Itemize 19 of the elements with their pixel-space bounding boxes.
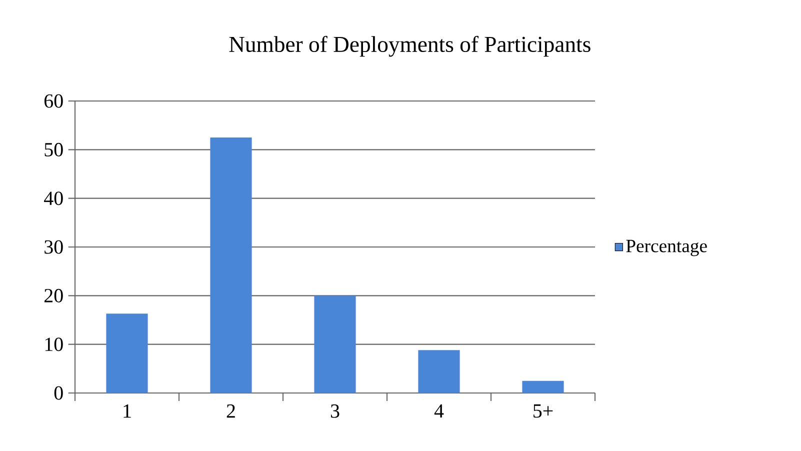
x-tick-label: 3 [330, 404, 340, 418]
bar [314, 296, 356, 393]
legend-label: Percentage [626, 240, 707, 256]
y-tick-label: 40 [44, 192, 63, 206]
y-tick-label: 60 [44, 94, 63, 108]
y-tick-label: 20 [44, 288, 63, 302]
y-tick-label: 0 [54, 386, 63, 400]
bar [210, 138, 252, 393]
bar [106, 314, 148, 393]
x-tick-label: 5+ [534, 404, 553, 418]
chart-title: Number of Deployments of Participants [229, 36, 590, 57]
x-tick-label: 1 [124, 404, 131, 418]
y-tick-label: 30 [44, 240, 63, 254]
x-tick-label: 4 [434, 404, 444, 418]
y-tick-label: 10 [45, 338, 63, 352]
bar [522, 380, 564, 393]
bar [418, 350, 460, 393]
x-tick-label: 2 [226, 404, 235, 418]
y-tick-label: 50 [44, 142, 63, 156]
